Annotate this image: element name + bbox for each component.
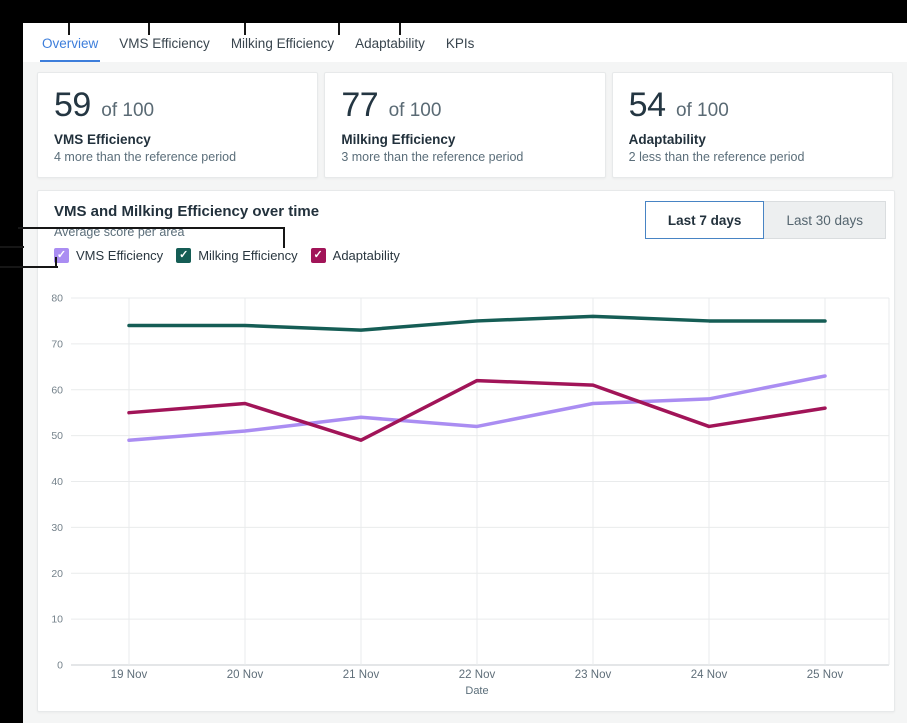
svg-text:40: 40 — [51, 476, 63, 488]
legend-item-milking-efficiency[interactable]: ✓ Milking Efficiency — [176, 248, 298, 263]
callout-tick-vms-efficiency — [148, 23, 150, 35]
date-range-toggle: Last 7 days Last 30 days — [644, 201, 886, 239]
svg-text:0: 0 — [57, 660, 63, 672]
checkbox-checked-icon[interactable]: ✓ — [176, 248, 192, 263]
callout-tick-overview — [68, 23, 70, 35]
svg-text:24 Nov: 24 Nov — [691, 669, 728, 681]
stat-suffix: of 100 — [388, 100, 442, 121]
callout-line-stub — [0, 246, 24, 248]
tab-kpis[interactable]: KPIs — [445, 36, 475, 51]
callout-line-vms-v — [55, 257, 57, 268]
stat-card-vms-efficiency: 59 of 100 VMS Efficiency 4 more than the… — [37, 72, 319, 178]
line-chart: 0 10 20 30 40 50 60 70 80 19 Nov 20 Nov 21 Nov 22 No… — [51, 293, 890, 697]
svg-text:70: 70 — [51, 338, 63, 350]
callout-tick-kpis — [399, 23, 401, 35]
tab-milking-efficiency[interactable]: Milking Efficiency — [230, 36, 335, 51]
legend-label: VMS Efficiency — [76, 248, 164, 263]
stat-value-row: 59 of 100 — [54, 86, 301, 125]
last-7-days-button[interactable]: Last 7 days — [644, 201, 765, 239]
svg-text:25 Nov: 25 Nov — [807, 669, 844, 681]
callout-line-adaptability-v — [283, 227, 285, 248]
stat-cards-row: 59 of 100 VMS Efficiency 4 more than the… — [37, 72, 893, 178]
svg-text:80: 80 — [51, 293, 63, 305]
stat-value: 59 — [54, 86, 91, 124]
chart-legend: ✓ VMS Efficiency ✓ Milking Efficiency ✓ … — [54, 248, 413, 263]
stat-note: 4 more than the reference period — [54, 150, 237, 164]
stat-value: 54 — [628, 86, 666, 124]
legend-label: Milking Efficiency — [198, 248, 298, 263]
svg-text:50: 50 — [51, 430, 63, 442]
chart-title: VMS and Milking Efficiency over time — [54, 203, 320, 220]
stat-value: 77 — [341, 86, 379, 124]
callout-line-vms-h — [0, 266, 58, 268]
legend-item-vms-efficiency[interactable]: ✓ VMS Efficiency — [54, 248, 163, 263]
callout-tick-adaptability — [338, 23, 340, 35]
svg-text:60: 60 — [51, 384, 63, 396]
stat-note: 2 less than the reference period — [628, 150, 805, 164]
stat-note: 3 more than the reference period — [341, 150, 524, 164]
tab-overview[interactable]: Overview — [40, 26, 101, 62]
stat-value-row: 54 of 100 — [629, 86, 876, 125]
tab-bar: Overview VMS Efficiency Milking Efficien… — [23, 23, 907, 62]
tab-vms-efficiency[interactable]: VMS Efficiency — [119, 36, 210, 51]
stat-card-adaptability: 54 of 100 Adaptability 2 less than the r… — [611, 72, 893, 178]
svg-text:23 Nov: 23 Nov — [575, 669, 612, 681]
legend-item-adaptability[interactable]: ✓ Adaptability — [310, 248, 400, 263]
svg-text:20 Nov: 20 Nov — [227, 669, 264, 681]
svg-text:19 Nov: 19 Nov — [111, 669, 148, 681]
svg-text:22 Nov: 22 Nov — [459, 669, 496, 681]
stat-suffix: of 100 — [101, 100, 155, 121]
stat-card-milking-efficiency: 77 of 100 Milking Efficiency 3 more than… — [324, 72, 606, 178]
checkbox-checked-icon[interactable]: ✓ — [54, 248, 69, 263]
svg-text:21 Nov: 21 Nov — [343, 669, 380, 681]
stat-suffix: of 100 — [675, 100, 729, 121]
stat-label: Milking Efficiency — [341, 132, 456, 147]
stat-label: VMS Efficiency — [54, 132, 151, 147]
svg-text:20: 20 — [51, 568, 63, 580]
stat-label: Adaptability — [628, 132, 706, 147]
callout-tick-milking-efficiency — [244, 23, 246, 35]
svg-text:10: 10 — [51, 614, 63, 626]
svg-text:30: 30 — [51, 522, 63, 534]
callout-line-adaptability-h — [18, 227, 285, 229]
checkbox-checked-icon[interactable]: ✓ — [310, 248, 326, 263]
last-30-days-button[interactable]: Last 30 days — [763, 201, 886, 239]
stat-value-row: 77 of 100 — [341, 86, 588, 125]
tab-adaptability[interactable]: Adaptability — [355, 36, 425, 51]
annotation-frame-left — [0, 23, 23, 723]
legend-label: Adaptability — [332, 248, 400, 263]
chart-card: VMS and Milking Efficiency over time Ave… — [37, 190, 895, 712]
svg-text:Date: Date — [465, 685, 488, 697]
annotation-frame-top — [0, 0, 907, 23]
